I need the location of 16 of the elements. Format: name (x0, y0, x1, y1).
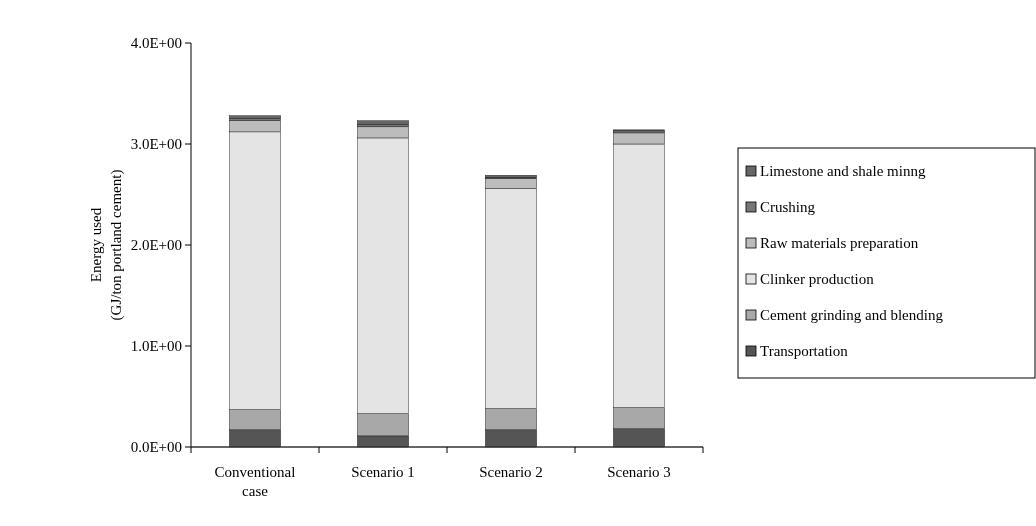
x-tick-label: Scenario 1 (351, 464, 415, 480)
legend-label: Transportation (760, 343, 849, 360)
legend-label: Crushing (760, 199, 816, 216)
x-tick-label: Scenario 3 (607, 464, 671, 480)
y-tick-label: 1.0E+00 (130, 338, 182, 355)
legend-label: Limestone and shale minng (760, 163, 926, 180)
y-tick-label: 3.0E+00 (130, 136, 182, 153)
legend-label: Clinker production (760, 271, 875, 288)
legend-label: Cement grinding and blending (760, 307, 944, 324)
y-tick-label: 0.0E+00 (130, 439, 182, 456)
x-tick-label: Conventional case (214, 464, 296, 499)
y-tick-label: 4.0E+00 (130, 35, 182, 52)
legend-label: Raw materials preparation (760, 235, 919, 252)
y-axis-title: Energy used (GJ/ton portland cement) (88, 169, 125, 321)
y-tick-label: 2.0E+00 (130, 237, 182, 254)
x-tick-label: Scenario 2 (479, 464, 543, 480)
